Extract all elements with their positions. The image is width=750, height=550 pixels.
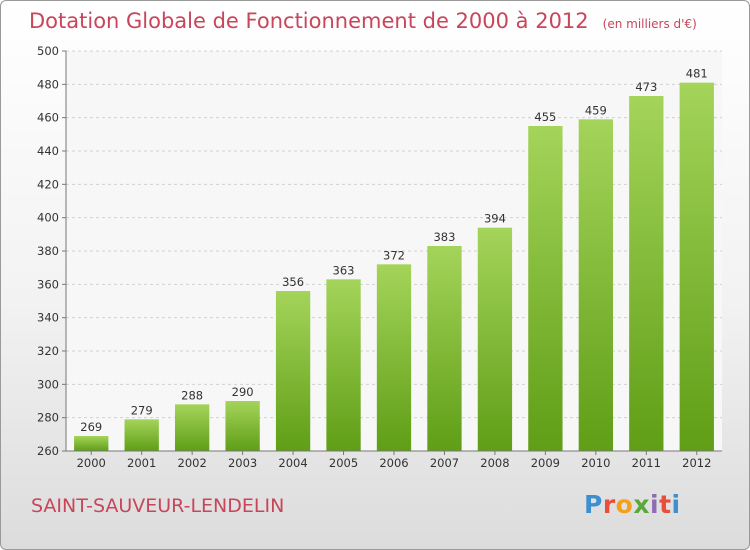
value-label-2011: 473: [635, 80, 657, 94]
bar-2012: [679, 82, 714, 452]
value-label-2004: 356: [282, 275, 304, 289]
y-tick-label: 300: [37, 377, 59, 391]
value-label-2001: 279: [131, 403, 153, 417]
bar-2003: [225, 401, 260, 451]
y-tick-label: 460: [37, 111, 59, 125]
logo-letter: t: [659, 490, 672, 519]
bar-2001: [124, 419, 159, 451]
chart-subtitle: (en milliers d'€): [602, 17, 697, 31]
chart-title-text: Dotation Globale de Fonctionnement de 20…: [29, 9, 589, 33]
value-label-2010: 459: [585, 103, 607, 117]
y-tick-label: 340: [37, 311, 59, 325]
proxiti-logo: Proxiti: [584, 490, 681, 519]
value-label-2006: 372: [383, 248, 405, 262]
x-tick-label-2005: 2005: [329, 456, 358, 470]
x-tick-label-2002: 2002: [178, 456, 207, 470]
logo-letter: i: [650, 490, 660, 519]
y-tick-label: 380: [37, 244, 59, 258]
y-axis: 260 280 300 320 340 360 380 400 420 440 460 480 500: [37, 44, 66, 458]
y-tick-label: 260: [37, 444, 59, 458]
logo-letter: P: [584, 490, 603, 519]
value-label-2009: 455: [534, 110, 556, 124]
value-label-2012: 481: [686, 67, 708, 81]
y-tick-label: 360: [37, 277, 59, 291]
chart-title: Dotation Globale de Fonctionnement de 20…: [29, 9, 697, 33]
x-tick-label-2008: 2008: [480, 456, 509, 470]
logo-letter: r: [602, 490, 616, 519]
bar-2004: [275, 291, 311, 451]
logo-letter: i: [671, 490, 681, 519]
y-tick-label: 480: [37, 77, 59, 91]
logo-letter: o: [615, 490, 634, 519]
value-label-2008: 394: [484, 212, 506, 226]
x-tick-label-2003: 2003: [228, 456, 257, 470]
value-label-2007: 383: [433, 230, 455, 244]
bars: 269 279 288 290 356 363 372 383 394 455 459 473 481: [74, 67, 714, 452]
value-label-2003: 290: [232, 385, 254, 399]
y-tick-label: 420: [37, 177, 59, 191]
bar-2005: [326, 279, 361, 451]
y-tick-label: 320: [37, 344, 59, 358]
x-tick-label-2011: 2011: [632, 456, 661, 470]
bar-2011: [629, 96, 664, 451]
bar-2009: [528, 126, 563, 451]
y-tick-label: 280: [37, 411, 59, 425]
x-tick-label-2010: 2010: [581, 456, 610, 470]
x-tick-label-2007: 2007: [430, 456, 459, 470]
value-label-2000: 269: [80, 420, 102, 434]
bar-2008: [477, 227, 513, 451]
x-tick-label-2004: 2004: [278, 456, 307, 470]
y-tick-label: 440: [37, 144, 59, 158]
value-label-2002: 288: [181, 388, 203, 402]
y-tick-label: 400: [37, 211, 59, 225]
commune-name: SAINT-SAUVEUR-LENDELIN: [31, 495, 285, 517]
x-tick-label-2001: 2001: [127, 456, 156, 470]
bar-2000: [74, 436, 109, 451]
logo-letter: x: [633, 490, 650, 519]
y-tick-label: 500: [37, 44, 59, 58]
bar-2002: [174, 404, 210, 451]
x-tick-label-2012: 2012: [682, 456, 711, 470]
x-tick-label-2000: 2000: [77, 456, 106, 470]
bar-2007: [427, 246, 462, 451]
x-tick-label-2006: 2006: [379, 456, 408, 470]
value-label-2005: 363: [333, 263, 355, 277]
x-axis: 2000 2001 2002 2003 2004 2005 2006 2007 2008 2009…: [77, 451, 711, 470]
x-tick-label-2009: 2009: [531, 456, 560, 470]
bar-2010: [578, 119, 614, 451]
bar-2006: [376, 264, 412, 451]
